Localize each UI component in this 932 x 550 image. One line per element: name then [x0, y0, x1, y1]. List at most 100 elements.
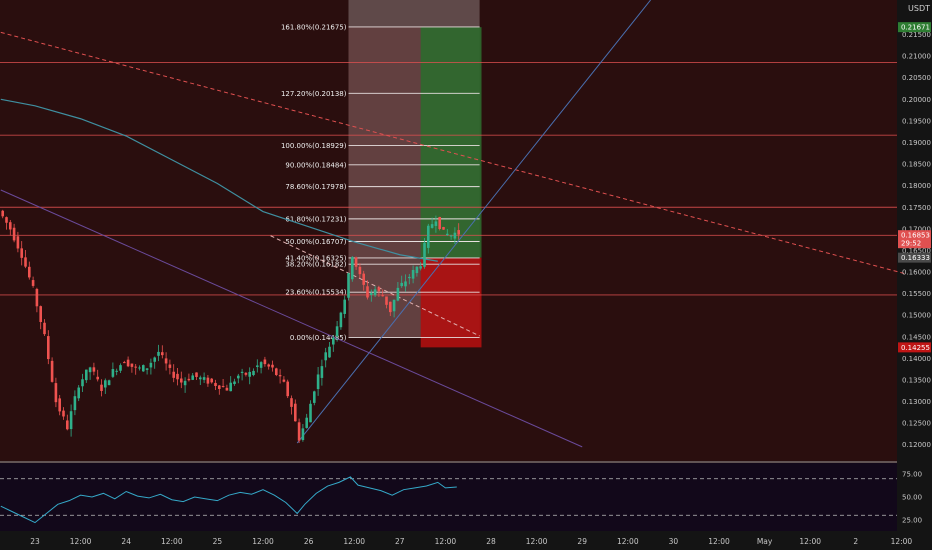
rsi-line [0, 476, 457, 524]
candle-body [373, 289, 377, 296]
candle-body [96, 376, 99, 380]
time-tick-label: 12:00 [617, 537, 639, 546]
candle [430, 217, 434, 229]
long-position-tool[interactable] [420, 27, 482, 348]
candle [366, 280, 369, 300]
candle-body [358, 266, 362, 275]
candle-body [119, 365, 122, 371]
candle [385, 296, 388, 309]
candle [423, 237, 426, 269]
price-tick-label: 0.13000 [902, 398, 931, 406]
candle-body [31, 280, 35, 286]
candle [39, 305, 42, 330]
candle-body [138, 367, 141, 369]
candle-body [366, 286, 369, 298]
trend-lines[interactable] [0, 0, 906, 448]
candle [153, 356, 156, 369]
candle-body [282, 379, 286, 382]
candle-body [438, 216, 441, 230]
candle [335, 320, 339, 342]
trend-line[interactable] [0, 189, 583, 448]
time-tick-label: 25 [213, 537, 223, 546]
candle [362, 270, 365, 291]
candle [457, 223, 460, 240]
fibonacci-retracement[interactable]: 161.80%(0.21675) 127.20%(0.20138) 100.00%(… [281, 23, 480, 342]
candle-body [134, 366, 137, 368]
fib-level-label: 127.20%(0.20138) [281, 90, 347, 98]
candle [206, 375, 210, 387]
trend-line[interactable] [0, 31, 906, 275]
candle-body [320, 366, 324, 378]
candle-body [130, 363, 134, 367]
horizontal-lines[interactable] [0, 62, 897, 296]
candle-body [172, 371, 175, 378]
candle-body [47, 336, 50, 360]
candle [31, 276, 35, 288]
candle-body [123, 362, 126, 364]
candle [419, 262, 422, 271]
rsi-axis: 75.00 50.00 25.00 [902, 471, 922, 525]
candle [123, 360, 126, 364]
candle [88, 366, 92, 380]
price-badge-box [898, 22, 931, 33]
candle-body [9, 222, 12, 230]
candle [100, 379, 103, 397]
price-badge-label: 0.16853 [901, 232, 930, 240]
time-tick-label: 12:00 [435, 537, 457, 546]
price-badge-label: 0.21671 [901, 24, 930, 32]
loss-zone[interactable] [420, 257, 482, 348]
candle-body [267, 364, 270, 367]
candle-body [62, 410, 65, 417]
price-axis-background [897, 0, 932, 550]
price-axis[interactable]: USDT 0.21500 0.21000 0.20500 0.20000 0.19500… [902, 4, 931, 449]
candle [449, 234, 453, 240]
candle-body [233, 381, 236, 385]
candle [218, 384, 221, 395]
candle-body [176, 373, 179, 380]
trend-line[interactable] [270, 235, 480, 337]
candle [282, 376, 286, 383]
candle [275, 367, 278, 377]
fib-level-label: 61.80%(0.17231) [285, 215, 346, 223]
candle-body [259, 362, 263, 368]
candle-body [104, 380, 107, 388]
fib-extension-shade [348, 0, 480, 27]
candle-body [81, 379, 84, 387]
candle [259, 361, 263, 374]
trend-line[interactable] [296, 0, 651, 444]
candle [221, 379, 225, 388]
rsi-tick-label: 25.00 [902, 516, 922, 524]
candle [294, 399, 297, 422]
price-tick-label: 0.20500 [902, 74, 931, 82]
fib-level-label: 38.20%(0.16182) [285, 261, 346, 269]
candle-body [446, 233, 449, 236]
price-tick-label: 0.13500 [902, 376, 931, 384]
candle-body [111, 369, 115, 377]
candle-body [449, 235, 453, 237]
candle-body [309, 403, 312, 423]
candle [187, 373, 191, 382]
price-tick-label: 0.18000 [902, 182, 931, 190]
candle [278, 369, 282, 384]
candle-body [392, 299, 396, 312]
candle [66, 414, 69, 431]
time-tick-label: 30 [669, 537, 679, 546]
candle-body [191, 375, 194, 380]
candle [343, 295, 346, 319]
price-tick-label: 0.15500 [902, 290, 931, 298]
candle [389, 301, 392, 316]
candle [400, 275, 403, 288]
candle-body [278, 375, 282, 377]
candle [214, 379, 217, 390]
candle [438, 216, 441, 231]
candle [244, 372, 248, 377]
price-tick-label: 0.12500 [902, 420, 931, 428]
candle [111, 362, 115, 378]
candle [252, 368, 255, 377]
candle-body [415, 266, 419, 274]
candle [183, 377, 187, 393]
time-axis[interactable]: 23 12:00 24 12:00 25 12:00 26 12:00 27 12:00 28 12:… [30, 537, 912, 546]
candle [145, 368, 149, 375]
candle-body [240, 371, 244, 373]
